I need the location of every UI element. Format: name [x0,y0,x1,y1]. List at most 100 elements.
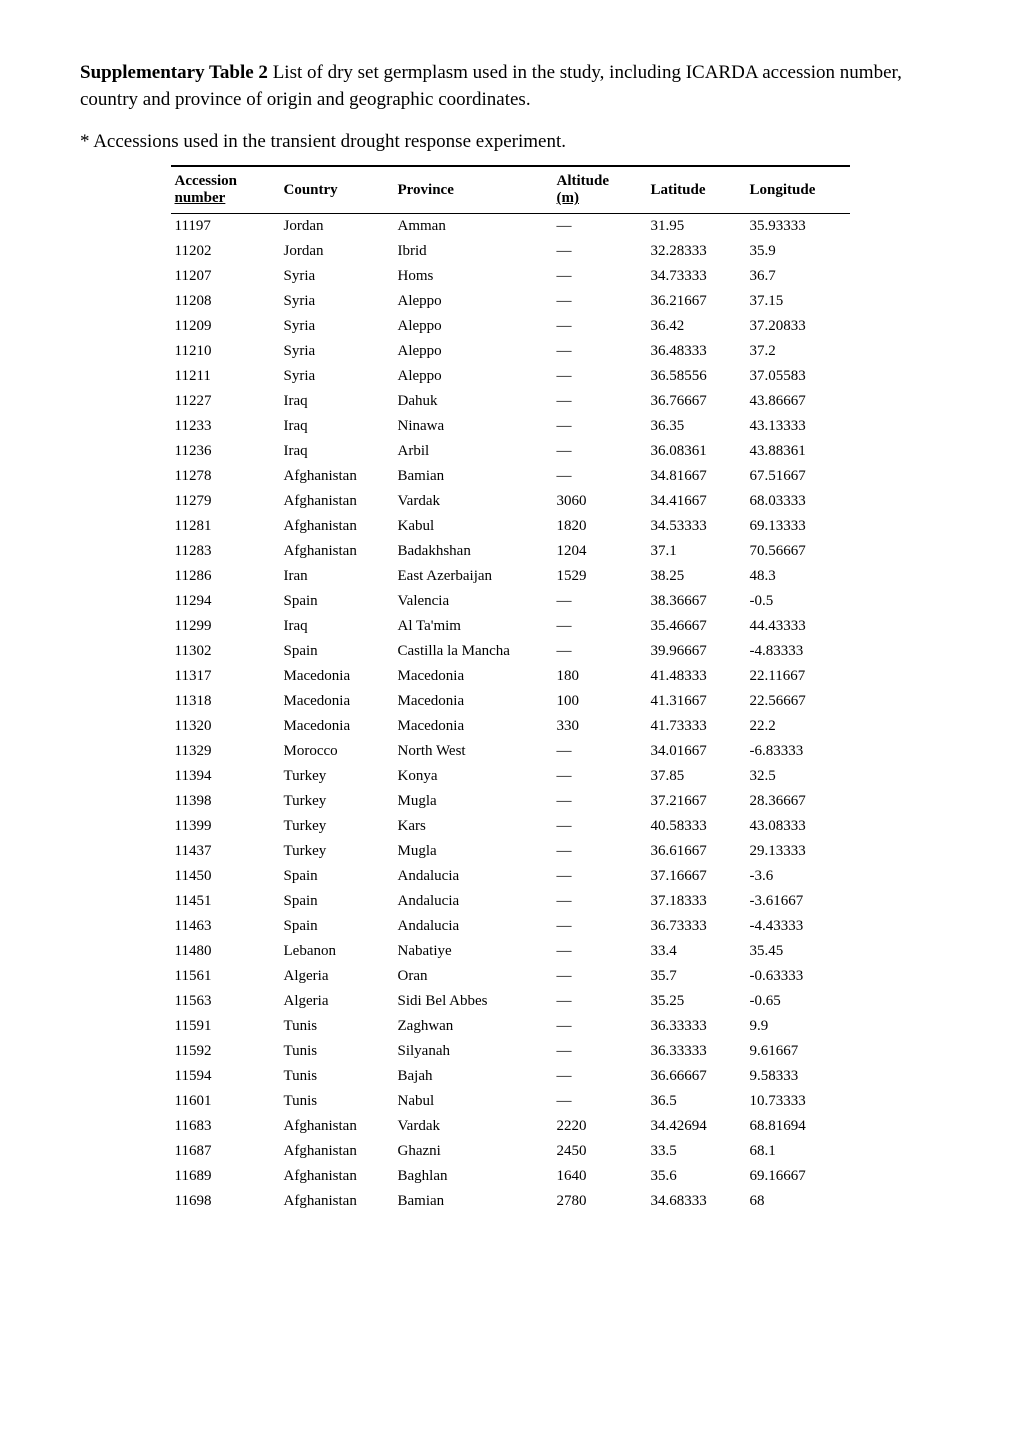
cell-lat: 41.48333 [647,664,746,689]
cell-prov: Bamian [394,1189,553,1214]
cell-acc: 11278 [171,464,280,489]
cell-lat: 35.7 [647,964,746,989]
cell-alt: — [553,764,647,789]
cell-prov: Badakhshan [394,539,553,564]
cell-acc: 11286 [171,564,280,589]
cell-prov: Aleppo [394,289,553,314]
cell-lon: 68.81694 [746,1114,850,1139]
cell-prov: Andalucia [394,914,553,939]
cell-prov: Kars [394,814,553,839]
cell-alt: — [553,739,647,764]
cell-lon: 43.86667 [746,389,850,414]
cell-ctry: Syria [280,264,394,289]
cell-lat: 36.08361 [647,439,746,464]
cell-prov: Ibrid [394,239,553,264]
cell-lon: 9.58333 [746,1064,850,1089]
cell-acc: 11698 [171,1189,280,1214]
cell-prov: Vardak [394,489,553,514]
cell-alt: — [553,789,647,814]
cell-alt: — [553,914,647,939]
cell-prov: Nabatiye [394,939,553,964]
cell-prov: Oran [394,964,553,989]
cell-ctry: Tunis [280,1014,394,1039]
cell-ctry: Tunis [280,1064,394,1089]
table-row: 11279AfghanistanVardak306034.4166768.033… [171,489,850,514]
cell-lat: 36.58556 [647,364,746,389]
cell-prov: Macedonia [394,714,553,739]
cell-alt: — [553,339,647,364]
cell-alt: — [553,439,647,464]
table-row: 11398TurkeyMugla—37.2166728.36667 [171,789,850,814]
cell-ctry: Syria [280,339,394,364]
cell-lon: -0.5 [746,589,850,614]
cell-ctry: Syria [280,289,394,314]
cell-ctry: Iraq [280,614,394,639]
cell-acc: 11592 [171,1039,280,1064]
cell-ctry: Afghanistan [280,489,394,514]
cell-acc: 11210 [171,339,280,364]
cell-lon: 37.05583 [746,364,850,389]
cell-prov: Bamian [394,464,553,489]
cell-lon: 35.93333 [746,214,850,240]
cell-alt: 2450 [553,1139,647,1164]
cell-lat: 36.35 [647,414,746,439]
cell-prov: Silyanah [394,1039,553,1064]
cell-prov: Castilla la Mancha [394,639,553,664]
cell-lat: 36.73333 [647,914,746,939]
cell-ctry: Turkey [280,764,394,789]
cell-lon: 35.9 [746,239,850,264]
cell-ctry: Syria [280,364,394,389]
cell-ctry: Afghanistan [280,1189,394,1214]
header-altitude-l1: Altitude [557,173,610,189]
cell-acc: 11601 [171,1089,280,1114]
cell-ctry: Afghanistan [280,464,394,489]
cell-ctry: Algeria [280,989,394,1014]
header-province: Province [394,166,553,214]
cell-ctry: Afghanistan [280,1114,394,1139]
cell-lon: 22.11667 [746,664,850,689]
cell-alt: — [553,964,647,989]
cell-ctry: Spain [280,889,394,914]
cell-alt: — [553,1014,647,1039]
cell-prov: North West [394,739,553,764]
cell-ctry: Macedonia [280,664,394,689]
cell-lon: 43.13333 [746,414,850,439]
cell-acc: 11318 [171,689,280,714]
table-row: 11299IraqAl Ta'mim—35.4666744.43333 [171,614,850,639]
cell-lat: 36.33333 [647,1014,746,1039]
cell-lon: 69.16667 [746,1164,850,1189]
table-body: 11197JordanAmman—31.9535.9333311202Jorda… [171,214,850,1215]
cell-lat: 41.73333 [647,714,746,739]
cell-prov: Kabul [394,514,553,539]
cell-prov: Vardak [394,1114,553,1139]
cell-lon: 37.20833 [746,314,850,339]
cell-lat: 34.42694 [647,1114,746,1139]
cell-lon: -0.65 [746,989,850,1014]
cell-lon: 22.2 [746,714,850,739]
table-row: 11591TunisZaghwan—36.333339.9 [171,1014,850,1039]
cell-alt: 2780 [553,1189,647,1214]
cell-lat: 36.21667 [647,289,746,314]
cell-alt: — [553,589,647,614]
cell-lon: 29.13333 [746,839,850,864]
cell-lon: 22.56667 [746,689,850,714]
cell-prov: Amman [394,214,553,240]
cell-lat: 36.5 [647,1089,746,1114]
cell-alt: — [553,889,647,914]
header-accession: Accession number [171,166,280,214]
cell-lat: 36.42 [647,314,746,339]
cell-ctry: Tunis [280,1089,394,1114]
cell-lat: 34.73333 [647,264,746,289]
cell-ctry: Macedonia [280,714,394,739]
cell-lat: 36.76667 [647,389,746,414]
cell-acc: 11594 [171,1064,280,1089]
cell-prov: Andalucia [394,864,553,889]
cell-lon: 68 [746,1189,850,1214]
table-row: 11451SpainAndalucia—37.18333-3.61667 [171,889,850,914]
cell-acc: 11294 [171,589,280,614]
table-row: 11236IraqArbil—36.0836143.88361 [171,439,850,464]
footnote-text: * Accessions used in the transient droug… [80,131,940,153]
cell-acc: 11329 [171,739,280,764]
cell-alt: — [553,814,647,839]
cell-ctry: Lebanon [280,939,394,964]
